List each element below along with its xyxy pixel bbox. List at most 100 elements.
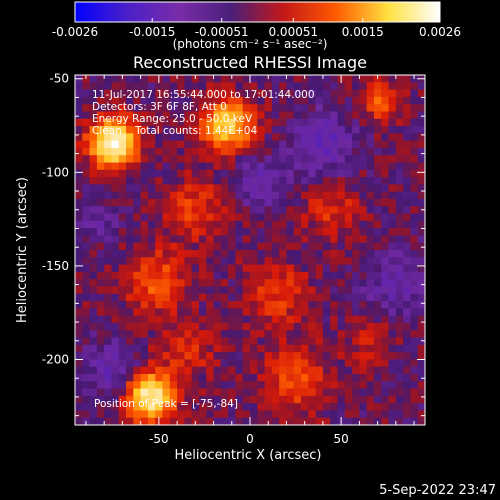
heatmap-cell [75, 155, 83, 163]
heatmap-cell [366, 220, 375, 229]
heatmap-cell [381, 242, 389, 251]
heatmap-cell [286, 286, 295, 295]
heatmap-cell [75, 271, 83, 280]
heatmap-cell [198, 191, 207, 200]
heatmap-cell [104, 315, 112, 324]
heatmap-cell [75, 82, 83, 90]
heatmap-cell [184, 198, 193, 207]
heatmap-cell [198, 330, 207, 338]
colorbar-tick-label: 0.0015 [342, 25, 384, 39]
heatmap-cell [220, 330, 229, 338]
heatmap-cell [257, 111, 265, 120]
heatmap-cell [126, 191, 134, 200]
heatmap-cell [330, 330, 338, 338]
y-axis-title: Heliocentric Y (arcsec) [15, 177, 30, 323]
heatmap-cell [220, 257, 229, 265]
heatmap-cell [264, 264, 273, 273]
heatmap-cell [352, 250, 360, 258]
heatmap-cell [206, 75, 214, 83]
heatmap-cell [198, 315, 207, 324]
heatmap-cell [410, 206, 419, 214]
heatmap-cell [213, 89, 222, 98]
heatmap-cell [133, 279, 142, 287]
heatmap-cell [133, 191, 142, 200]
heatmap-cell [410, 169, 419, 178]
heatmap-cell [257, 104, 265, 112]
heatmap-cell [381, 330, 389, 338]
heatmap-cell [337, 315, 346, 324]
heatmap-cell [322, 169, 331, 178]
heatmap-cell [410, 330, 419, 338]
heatmap-cell [293, 118, 302, 127]
heatmap-cell [242, 337, 251, 346]
heatmap-cell [169, 337, 178, 346]
heatmap-cell [104, 147, 112, 156]
heatmap-cell [242, 155, 251, 163]
heatmap-cell [126, 395, 134, 404]
heatmap-cell [111, 395, 120, 404]
heatmap-cell [104, 250, 112, 258]
heatmap-cell [410, 177, 419, 185]
heatmap-cell [191, 322, 200, 331]
heatmap-cell [162, 264, 171, 273]
heatmap-cell [220, 191, 229, 200]
heatmap-cell [286, 147, 295, 156]
heatmap-cell [242, 403, 251, 411]
heatmap-cell [177, 322, 185, 331]
heatmap-cell [344, 271, 353, 280]
heatmap-cell [279, 250, 287, 258]
heatmap-cell [169, 89, 178, 98]
heatmap-cell [220, 75, 229, 83]
heatmap-cell [147, 198, 156, 207]
heatmap-cell [330, 177, 338, 185]
heatmap-cell [82, 96, 90, 105]
heatmap-cell [308, 301, 317, 309]
heatmap-cell [352, 315, 360, 324]
heatmap-cell [169, 126, 178, 134]
heatmap-cell [220, 286, 229, 295]
heatmap-cell [381, 111, 389, 120]
heatmap-cell [89, 395, 98, 404]
heatmap-cell [133, 133, 142, 142]
heatmap-cell [352, 184, 360, 193]
heatmap-cell [337, 373, 346, 382]
heatmap-cell [322, 147, 331, 156]
heatmap-cell [169, 417, 178, 425]
heatmap-cell [213, 293, 222, 302]
heatmap-cell [264, 162, 273, 171]
heatmap-cell [89, 177, 98, 185]
heatmap-cell [308, 344, 317, 353]
heatmap-cell [352, 337, 360, 346]
heatmap-cell [301, 344, 309, 353]
heatmap-cell [257, 220, 265, 229]
heatmap-cell [264, 140, 273, 149]
heatmap-cell [96, 286, 105, 295]
heatmap-cell [140, 366, 149, 375]
heatmap-cell [315, 155, 324, 163]
heatmap-cell [111, 366, 120, 375]
heatmap-cell [271, 337, 280, 346]
heatmap-cell [330, 198, 338, 207]
heatmap-cell [366, 228, 375, 236]
heatmap-cell [417, 96, 425, 105]
heatmap-cell [177, 242, 185, 251]
heatmap-cell [75, 322, 83, 331]
heatmap-cell [322, 264, 331, 273]
heatmap-cell [235, 191, 244, 200]
heatmap-cell [286, 242, 295, 251]
heatmap-cell [220, 308, 229, 317]
heatmap-cell [126, 198, 134, 207]
heatmap-cell [257, 293, 265, 302]
heatmap-cell [191, 140, 200, 149]
heatmap-cell [388, 184, 397, 193]
heatmap-cell [301, 250, 309, 258]
heatmap-cell [417, 352, 425, 360]
heatmap-cell [417, 198, 425, 207]
heatmap-cell [213, 344, 222, 353]
heatmap-cell [301, 330, 309, 338]
heatmap-cell [344, 228, 353, 236]
heatmap-cell [140, 359, 149, 368]
heatmap-cell [337, 111, 346, 120]
heatmap-cell [366, 257, 375, 265]
heatmap-cell [75, 359, 83, 368]
